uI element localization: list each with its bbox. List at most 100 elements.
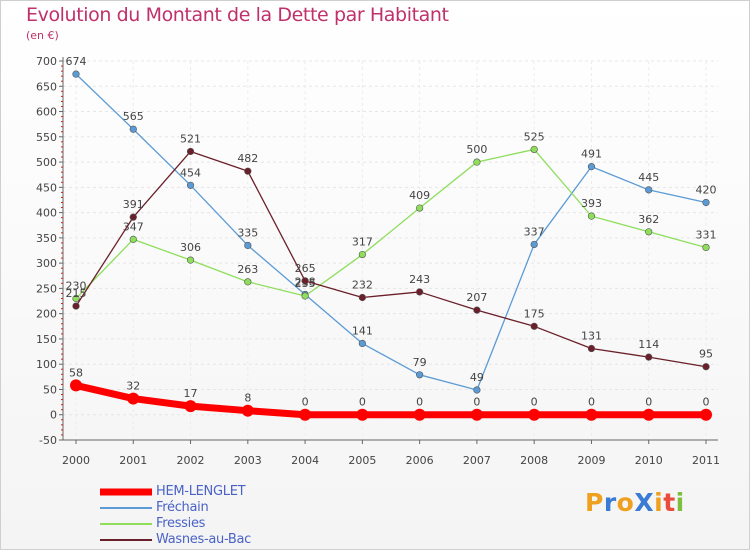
data-label: 331 (696, 228, 717, 241)
x-tick-label: 2006 (406, 454, 434, 467)
data-point (244, 278, 252, 286)
data-label: 17 (184, 387, 198, 400)
data-label: 0 (302, 396, 309, 409)
legend-swatch (100, 507, 152, 509)
x-tick-label: 2011 (692, 454, 720, 467)
data-label: 230 (66, 280, 87, 293)
x-tick-label: 2009 (577, 454, 605, 467)
data-label: 491 (581, 148, 602, 161)
data-label: 393 (581, 197, 602, 210)
data-label: 0 (473, 396, 480, 409)
data-label: 391 (123, 198, 144, 211)
data-label: 95 (699, 348, 713, 361)
y-tick-label: 0 (50, 409, 57, 422)
y-tick-label: 300 (36, 257, 57, 270)
data-point (585, 408, 598, 421)
data-point (702, 243, 710, 252)
data-point (358, 293, 366, 302)
data-label: 420 (696, 183, 717, 196)
y-tick-label: 200 (36, 308, 57, 321)
y-tick-label: 150 (36, 333, 57, 346)
data-point (301, 277, 309, 285)
x-tick-label: 2004 (291, 454, 319, 467)
series-line (75, 150, 707, 368)
legend-swatch (100, 539, 152, 541)
y-tick-label: 350 (36, 232, 57, 245)
data-point (530, 240, 538, 249)
x-tick-label: 2001 (119, 454, 147, 467)
y-tick-label: 250 (36, 282, 57, 295)
data-label: 207 (466, 291, 487, 304)
data-label: 263 (237, 263, 258, 276)
data-point (416, 288, 424, 296)
data-point (241, 404, 254, 417)
y-tick-label: 700 (36, 55, 57, 68)
y-tick-label: 450 (36, 181, 57, 194)
data-point (587, 344, 596, 353)
data-label: 454 (180, 166, 201, 179)
data-point (70, 379, 82, 392)
data-label: 317 (352, 236, 373, 249)
data-point (587, 212, 596, 220)
data-point (299, 408, 312, 421)
data-point (473, 158, 481, 166)
x-tick-label: 2005 (348, 454, 376, 467)
data-point (127, 392, 140, 405)
data-point (129, 125, 137, 133)
data-label: 32 (126, 380, 140, 393)
data-label: 337 (524, 225, 545, 238)
data-point (645, 353, 653, 361)
y-tick-label: 650 (36, 80, 57, 93)
data-label: 8 (244, 392, 251, 405)
y-tick-label: 550 (36, 131, 57, 144)
y-tick-label: 500 (36, 156, 57, 169)
data-label: 0 (416, 396, 423, 409)
data-label: 243 (409, 273, 430, 286)
data-label: 0 (531, 396, 538, 409)
y-tick-label: 100 (36, 358, 57, 371)
chart-subtitle: (en €) (26, 29, 59, 42)
data-label: 335 (237, 226, 258, 239)
y-tick-label: -50 (39, 434, 57, 447)
data-point (413, 408, 426, 421)
data-point (72, 302, 80, 310)
proxiti-logo: ProXiti (585, 488, 685, 517)
data-label: 58 (69, 366, 83, 379)
data-point (530, 145, 538, 154)
series-line (72, 381, 710, 419)
data-label: 114 (638, 338, 659, 351)
data-point (186, 147, 195, 156)
logo-letter: t (663, 488, 676, 517)
y-tick-label: 50 (43, 383, 57, 396)
data-label: 215 (66, 287, 87, 300)
chart-title: Evolution du Montant de la Dette par Hab… (26, 4, 449, 26)
data-point (72, 70, 80, 78)
data-point (642, 408, 655, 421)
legend-label: Fréchain (156, 500, 209, 515)
data-point (702, 363, 710, 371)
data-label: 306 (180, 241, 201, 254)
legend-item: Fressies (100, 516, 340, 532)
data-point (184, 400, 197, 413)
legend-label: HEM-LENGLET (156, 484, 246, 499)
data-point (358, 250, 366, 259)
legend-item: Wasnes-au-Bac (100, 532, 340, 548)
data-label: 525 (524, 130, 545, 143)
x-tick-label: 2000 (62, 454, 90, 467)
data-point (587, 163, 596, 171)
data-point (473, 306, 481, 314)
y-tick-label: 400 (36, 207, 57, 220)
x-tick-label: 2008 (520, 454, 548, 467)
logo-letter: P (585, 488, 604, 517)
logo-letter: o (616, 488, 635, 517)
data-label: 445 (638, 171, 659, 184)
legend-label: Fressies (156, 516, 206, 531)
data-point (358, 339, 366, 348)
data-label: 521 (180, 132, 201, 145)
data-point (301, 292, 309, 300)
x-tick-label: 2007 (463, 454, 491, 467)
series-line (75, 73, 707, 391)
x-tick-label: 2002 (177, 454, 205, 467)
